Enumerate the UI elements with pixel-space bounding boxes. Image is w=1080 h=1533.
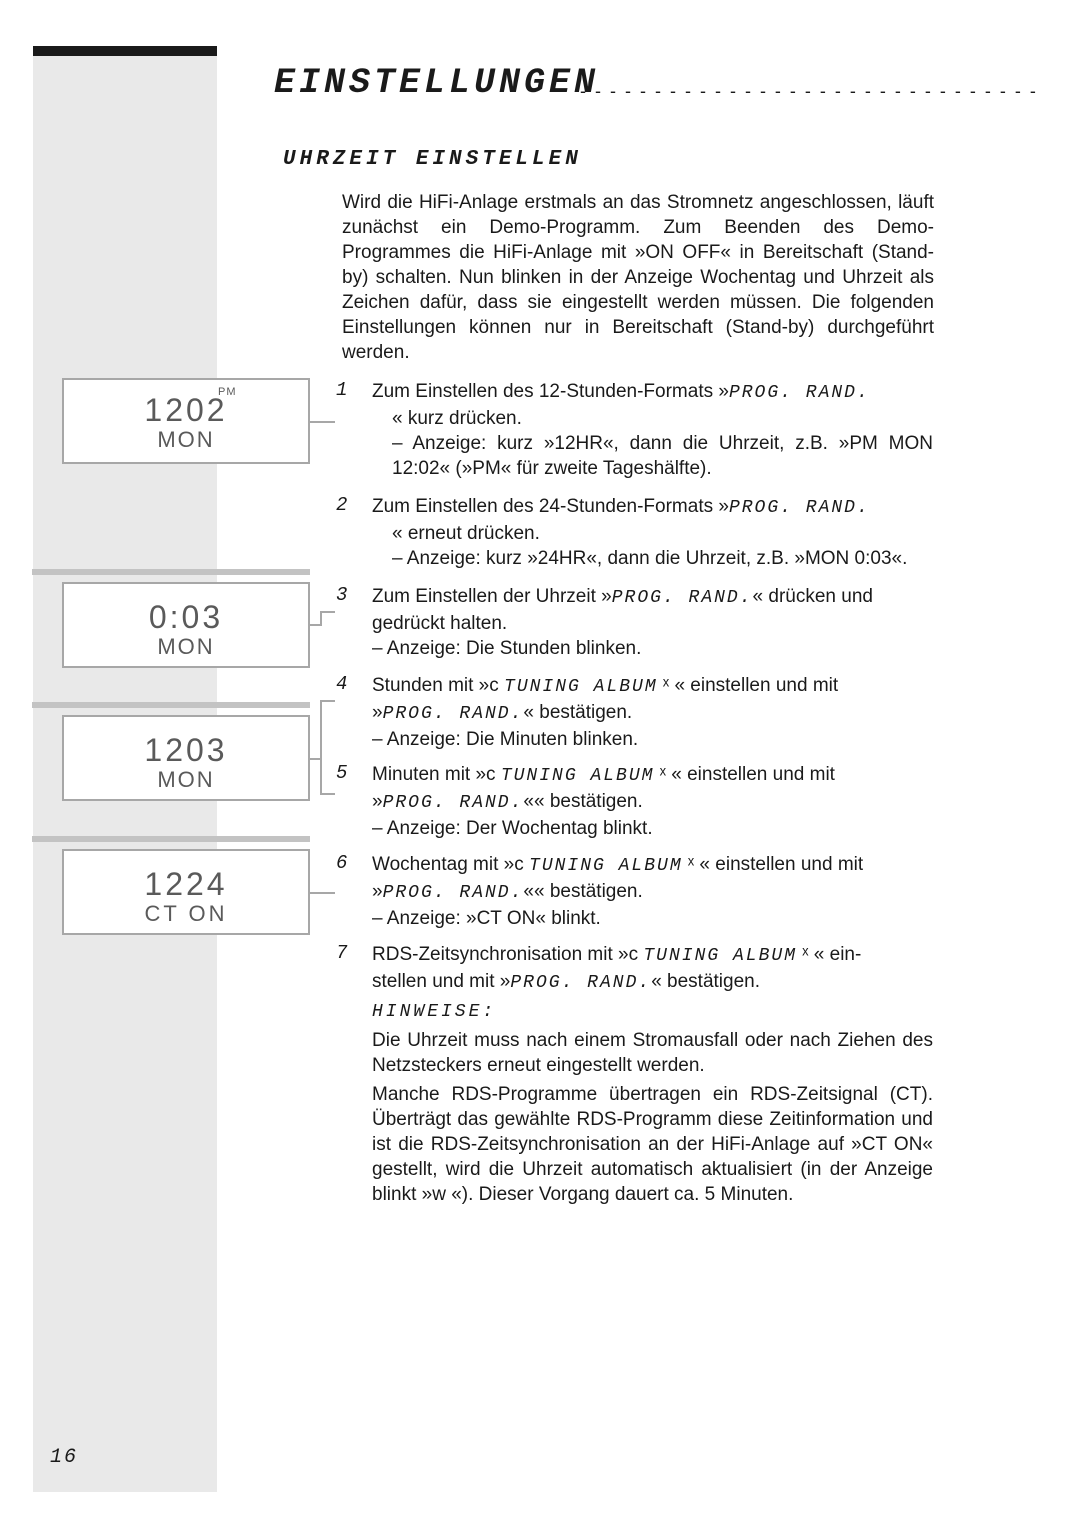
- intro-paragraph: Wird die HiFi-Anlage erstmals an das Str…: [342, 190, 934, 365]
- step1-line1a: Zum Einstellen des 12-Stunden-Formats »: [372, 381, 729, 402]
- display-day-3: MON: [64, 767, 308, 793]
- display-time-1: 1202: [64, 392, 308, 429]
- prog-rand-label: PROG. RAND.: [612, 588, 753, 608]
- page-title: EINSTELLUNGEN: [274, 63, 599, 103]
- step5-line3: – Anzeige: Der Wochentag blinkt.: [372, 818, 653, 839]
- step3-line3: – Anzeige: Die Stunden blinken.: [372, 638, 641, 659]
- prog-rand-label: PROG. RAND.: [510, 973, 651, 993]
- display-pm: PM: [218, 386, 237, 398]
- connector-v-3: [320, 700, 322, 795]
- heading-dashes: - - - - - - - - - - - - - - - - - - - - …: [580, 81, 1040, 102]
- step4-line3: – Anzeige: Die Minuten blinken.: [372, 729, 638, 750]
- step3-line1a: Zum Einstellen der Uhrzeit »: [372, 586, 612, 607]
- step4-line2a: »: [372, 702, 383, 723]
- page-number: 16: [50, 1446, 78, 1469]
- connector-h-4: [310, 892, 335, 894]
- connector-h-2a: [310, 624, 322, 626]
- step-number-1: 1: [336, 379, 347, 401]
- step-number-7: 7: [336, 942, 347, 964]
- step4-line1a: Stunden mit »ᴄ: [372, 675, 504, 696]
- step7-line2a: stellen und mit »: [372, 971, 510, 992]
- step-body-3: Zum Einstellen der Uhrzeit »PROG. RAND.«…: [372, 584, 933, 661]
- display-box-2: 0:03 MON: [62, 582, 310, 668]
- step5-line1b: ˣ « einstellen und mit: [654, 764, 835, 785]
- step6-line1a: Wochentag mit »ᴄ: [372, 854, 529, 875]
- prog-rand-label: PROG. RAND.: [383, 883, 524, 903]
- step5-line2b: «« bestätigen.: [523, 791, 642, 812]
- hinweise-p1: Die Uhrzeit muss nach einem Stromausfall…: [372, 1028, 933, 1078]
- step-body-1: Zum Einstellen des 12-Stunden-Formats »P…: [372, 379, 933, 481]
- display-box-4: 1224 CT ON: [62, 849, 310, 935]
- display-header-bar-3: [32, 702, 310, 708]
- step1-line2: « kurz drücken.: [392, 406, 933, 431]
- step-body-6: Wochentag mit »ᴄ TUNING ALBUM ˣ « einste…: [372, 852, 933, 931]
- hinweise-label: HINWEISE:: [372, 1002, 496, 1022]
- display-header-bar-4: [32, 836, 310, 842]
- tuning-album-label: TUNING ALBUM: [504, 677, 658, 697]
- connector-h-2b: [320, 611, 335, 613]
- display-day-1: MON: [64, 427, 308, 453]
- step2-line2: « erneut drücken.: [392, 521, 933, 546]
- prog-rand-label: PROG. RAND.: [729, 498, 870, 518]
- step7-line1a: RDS-Zeitsynchronisation mit »ᴄ: [372, 944, 643, 965]
- display-time-2: 0:03: [64, 599, 308, 636]
- display-time-3: 1203: [64, 732, 308, 769]
- step-number-2: 2: [336, 494, 347, 516]
- step6-line3: – Anzeige: »CT ON« blinkt.: [372, 908, 601, 929]
- step-body-7: RDS-Zeitsynchronisation mit »ᴄ TUNING AL…: [372, 942, 933, 996]
- display-time-4: 1224: [64, 866, 308, 903]
- step2-line3: – Anzeige: kurz »24HR«, dann die Uhrzeit…: [392, 546, 933, 571]
- step-number-3: 3: [336, 584, 347, 606]
- step1-line3: – Anzeige: kurz »12HR«, dann die Uhrzeit…: [392, 431, 933, 481]
- tuning-album-label: TUNING ALBUM: [643, 946, 797, 966]
- step-number-5: 5: [336, 762, 347, 784]
- step-body-2: Zum Einstellen des 24-Stunden-Formats »P…: [372, 494, 933, 571]
- accent-bar: [33, 46, 217, 56]
- step-number-6: 6: [336, 852, 347, 874]
- display-box-3: 1203 MON: [62, 715, 310, 801]
- step-body-5: Minuten mit »ᴄ TUNING ALBUM ˣ « einstell…: [372, 762, 933, 841]
- connector-h-3c: [320, 793, 335, 795]
- display-header-bar-2: [32, 569, 310, 575]
- step6-line2b: «« bestätigen.: [523, 881, 642, 902]
- prog-rand-label: PROG. RAND.: [383, 704, 524, 724]
- step4-line2b: « bestätigen.: [523, 702, 632, 723]
- step7-line2b: « bestätigen.: [651, 971, 760, 992]
- step3-line2: gedrückt halten.: [372, 613, 507, 634]
- step4-line1b: ˣ « einstellen und mit: [658, 675, 839, 696]
- tuning-album-label: TUNING ALBUM: [529, 856, 683, 876]
- connector-h-3b: [320, 700, 335, 702]
- hinweise-p2: Manche RDS-Programme übertragen ein RDS-…: [372, 1082, 933, 1207]
- display-ct-4: CT ON: [64, 901, 308, 927]
- step7-line1b: ˣ « ein-: [797, 944, 861, 965]
- tuning-album-label: TUNING ALBUM: [501, 766, 655, 786]
- connector-h-1: [310, 421, 335, 423]
- section-title: UHRZEIT EINSTELLEN: [283, 148, 582, 171]
- step6-line1b: ˣ « einstellen und mit: [683, 854, 864, 875]
- display-day-2: MON: [64, 634, 308, 660]
- step-body-4: Stunden mit »ᴄ TUNING ALBUM ˣ « einstell…: [372, 673, 933, 752]
- prog-rand-label: PROG. RAND.: [383, 793, 524, 813]
- step6-line2a: »: [372, 881, 383, 902]
- step3-line1b: « drücken und: [753, 586, 873, 607]
- step-number-4: 4: [336, 673, 347, 695]
- prog-rand-label: PROG. RAND.: [729, 383, 870, 403]
- step2-line1a: Zum Einstellen des 24-Stunden-Formats »: [372, 496, 729, 517]
- step5-line1a: Minuten mit »ᴄ: [372, 764, 501, 785]
- step5-line2a: »: [372, 791, 383, 812]
- display-box-1: PM 1202 MON: [62, 378, 310, 464]
